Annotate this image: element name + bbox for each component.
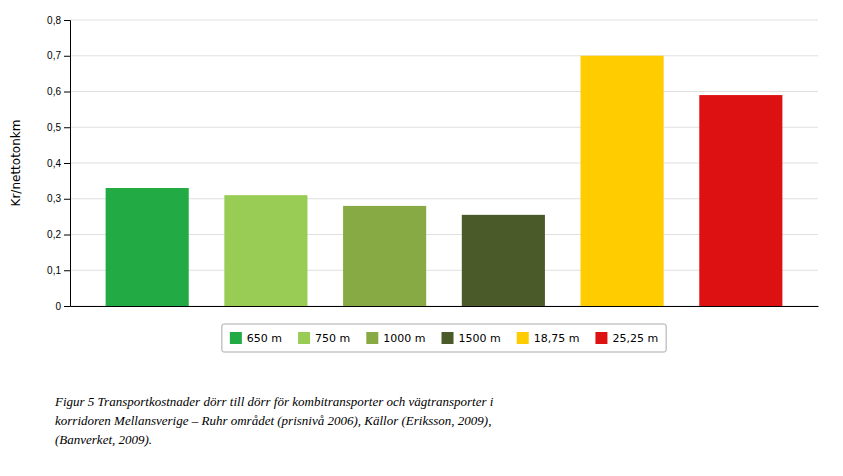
caption: Figur 5 Transportkostnader dörr till dör… [54,394,494,447]
y-tick: 0,1 [47,265,70,276]
legend-label: 750 m [315,332,350,345]
y-tick-label: 0,2 [47,229,61,240]
caption-line: korridoren Mellansverige – Ruhr området … [55,413,491,428]
y-tick: 0,6 [47,86,70,97]
y-tick-label: 0,4 [47,158,61,169]
legend-item: 1000 m [366,332,425,345]
legend-item: 18,75 m [517,332,580,345]
x-axis-line [71,306,819,307]
legend-label: 25,25 m [612,332,658,345]
y-axis-title: Kr/nettotonkm [9,120,23,207]
bar [343,206,426,306]
legend-label: 650 m [247,332,282,345]
grid [70,20,818,306]
legend-frame [222,324,666,352]
y-tick: 0,2 [47,229,70,240]
grid-line [70,20,818,21]
legend-item: 750 m [298,332,350,345]
legend-label: 1000 m [383,332,425,345]
bars [106,56,783,306]
legend-swatch [517,332,529,344]
grid-line [70,55,818,56]
y-tick-label: 0,8 [47,15,61,26]
legend-label: 18,75 m [534,332,580,345]
caption-line: (Banverket, 2009). [55,432,152,447]
y-axis-line [64,21,71,307]
y-tick-mark [64,127,70,128]
y-tick-label: 0,6 [47,86,61,97]
y-tick-label: 0 [55,301,61,312]
legend-swatch [230,332,242,344]
x-axis [71,306,819,307]
y-tick-label: 0,5 [47,122,61,133]
y-tick: 0,5 [47,122,70,133]
caption-line: Figur 5 Transportkostnader dörr till dör… [54,394,494,409]
bar [224,195,307,306]
y-tick: 0,4 [47,158,70,169]
grid-line [70,91,818,92]
legend-label: 1500 m [459,332,501,345]
bar [699,95,782,306]
y-tick-mark [64,270,70,271]
y-tick-mark [64,163,70,164]
legend-swatch [366,332,378,344]
legend: 650 m 750 m 1000 m 1500 m 18,75 m 25,25 m [222,324,666,352]
y-tick-mark [64,306,70,307]
y-tick-mark [64,92,70,93]
y-tick-label: 0,3 [47,193,61,204]
bar [462,215,545,306]
y-tick-label: 0,7 [47,50,61,61]
bar [581,56,664,306]
legend-swatch [298,332,310,344]
y-tick-mark [64,20,70,21]
y-axis: 0 0,1 0,2 0,3 0,4 0,5 0,6 0,7 0,8 [47,15,70,312]
bar [106,188,189,306]
y-tick-mark [64,199,70,200]
y-tick: 0 [55,301,70,312]
y-tick: 0,8 [47,15,70,26]
legend-item: 25,25 m [595,332,658,345]
chart: 0 0,1 0,2 0,3 0,4 0,5 0,6 0,7 0,8 Kr/nettotonkm 65… [0,0,843,476]
y-tick-label: 0,1 [47,265,61,276]
y-tick-mark [64,235,70,236]
legend-swatch [595,332,607,344]
legend-item: 650 m [230,332,282,345]
y-tick: 0,7 [47,50,70,61]
legend-swatch [442,332,454,344]
y-tick: 0,3 [47,193,70,204]
legend-item: 1500 m [442,332,501,345]
y-tick-mark [64,56,70,57]
plot: 0 0,1 0,2 0,3 0,4 0,5 0,6 0,7 0,8 [47,15,818,312]
